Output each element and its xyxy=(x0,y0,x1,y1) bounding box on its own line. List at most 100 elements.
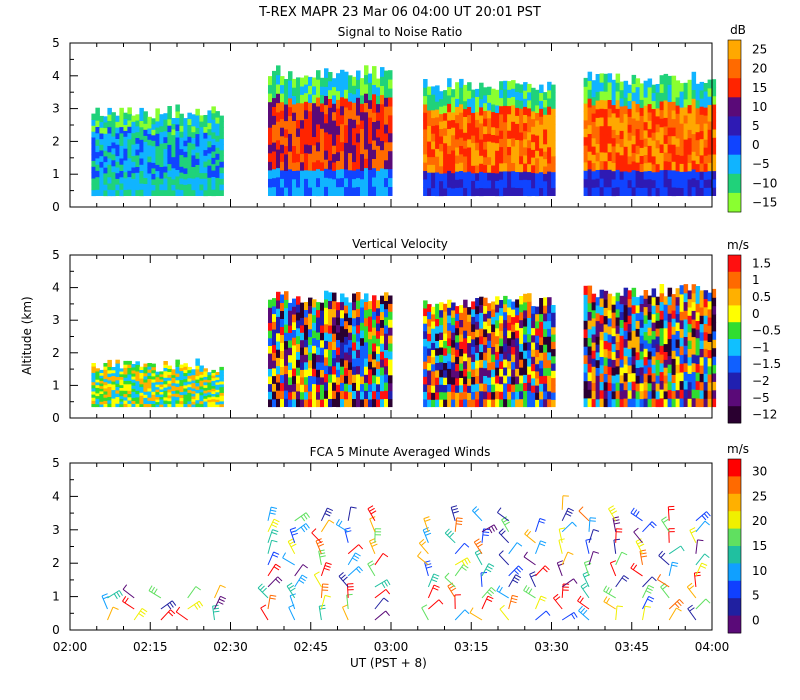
wind-barb xyxy=(630,507,643,522)
colorbar-swatch xyxy=(728,389,741,407)
x-tick-label: 03:15 xyxy=(454,640,489,654)
colorbar-label: −2 xyxy=(752,374,770,388)
wind-barb xyxy=(686,582,697,599)
wind-barb xyxy=(422,527,432,543)
wind-barb xyxy=(367,560,376,577)
colorbar-units: m/s xyxy=(727,238,749,252)
wind-barb xyxy=(695,520,710,533)
colorbar-label: −15 xyxy=(752,195,777,209)
wind-barb xyxy=(481,524,498,534)
wind-barb xyxy=(313,571,322,588)
wind-barb xyxy=(335,519,349,533)
wind-barb xyxy=(212,604,220,621)
x-tick-label: 04:00 xyxy=(695,640,730,654)
wind-barb xyxy=(561,578,578,588)
wind-barb xyxy=(444,528,456,544)
y-tick-label: 4 xyxy=(52,69,60,83)
colorbar-swatch xyxy=(728,192,741,213)
wind-barb xyxy=(320,507,334,522)
wind-barb xyxy=(311,528,322,544)
wind-barb xyxy=(347,506,357,521)
wind-barb xyxy=(535,540,547,554)
wind-barb xyxy=(615,551,628,566)
wind-barb xyxy=(577,595,590,610)
wind-barb xyxy=(294,523,310,533)
wind-barb xyxy=(535,565,550,577)
x-tick-label: 02:30 xyxy=(213,640,248,654)
y-tick-label: 2 xyxy=(52,556,60,570)
wind-barb xyxy=(374,610,390,621)
colorbar-swatch xyxy=(728,40,741,60)
colorbar-label: 30 xyxy=(752,464,767,478)
wind-barb xyxy=(695,539,704,554)
wind-barb xyxy=(101,593,109,610)
wind-barb xyxy=(374,528,382,543)
wind-barb xyxy=(561,551,574,566)
wind-barb xyxy=(454,594,461,610)
colorbar-swatch xyxy=(728,546,741,564)
colorbar-swatch xyxy=(728,528,741,547)
colorbar-swatch xyxy=(728,339,741,357)
wind-barb xyxy=(498,528,510,544)
wind-barb xyxy=(615,575,629,588)
wind-barb xyxy=(689,527,697,544)
data-block xyxy=(583,71,717,197)
wind-barb xyxy=(257,583,269,599)
wind-barb xyxy=(603,596,616,610)
wind-barb xyxy=(267,563,281,577)
y-tick-label: 0 xyxy=(52,200,60,214)
colorbar-label: 0.5 xyxy=(752,290,771,304)
wind-barb xyxy=(122,596,135,610)
colorbar-label: 10 xyxy=(752,100,767,114)
wind-barb xyxy=(374,552,389,566)
figure-title: T-REX MAPR 23 Mar 06 04:00 UT 20:01 PST xyxy=(259,5,541,20)
wind-barb xyxy=(267,539,278,554)
y-tick-label: 3 xyxy=(52,102,60,116)
wind-barb xyxy=(693,571,701,587)
wind-barb xyxy=(695,511,711,522)
wind-barb xyxy=(444,572,456,588)
y-tick-label: 4 xyxy=(52,489,60,503)
colorbar-swatch xyxy=(728,511,741,529)
wind-barb xyxy=(282,552,295,566)
colorbar-units: dB xyxy=(730,23,746,37)
colorbar-swatch xyxy=(728,476,741,495)
wind-barb xyxy=(369,538,378,554)
colorbar-frame xyxy=(727,254,742,424)
wind-barb xyxy=(214,584,226,599)
wind-barb xyxy=(427,573,440,588)
wind-barb xyxy=(267,576,283,588)
wind-barb xyxy=(687,604,697,621)
wind-barb xyxy=(122,584,135,599)
y-tick-label: 3 xyxy=(52,313,60,327)
wind-barb xyxy=(498,550,510,566)
colorbar-label: 0 xyxy=(752,614,760,628)
wind-barb xyxy=(472,506,483,522)
wind-barb xyxy=(639,549,648,565)
wind-barb xyxy=(454,542,470,555)
colorbar-swatch xyxy=(728,580,741,599)
colorbar-label: −10 xyxy=(752,176,777,190)
wind-barb xyxy=(427,584,440,599)
y-tick-label: 3 xyxy=(52,523,60,537)
wind-barb xyxy=(695,562,708,577)
colorbar-label: 5 xyxy=(752,589,760,603)
wind-barb xyxy=(286,582,296,599)
wind-barb xyxy=(642,584,655,599)
colorbar: 30 25 20 15 10 5 0 m/s xyxy=(727,442,767,634)
data-block xyxy=(583,284,717,408)
wind-barb xyxy=(417,551,429,566)
wind-barb xyxy=(613,538,620,554)
wind-barb xyxy=(346,583,354,598)
panel-title: Vertical Velocity xyxy=(352,237,448,251)
colorbar-swatch xyxy=(728,59,741,79)
wind-barb xyxy=(342,604,349,621)
colorbar-swatch xyxy=(728,78,741,98)
colorbar-label: 15 xyxy=(752,81,767,95)
colorbar-units: m/s xyxy=(727,442,749,456)
wind-barb xyxy=(481,563,495,577)
colorbar: 25 20 15 10 5 0 −5 −10 −15 dB xyxy=(727,23,777,213)
wind-barb xyxy=(294,512,311,522)
